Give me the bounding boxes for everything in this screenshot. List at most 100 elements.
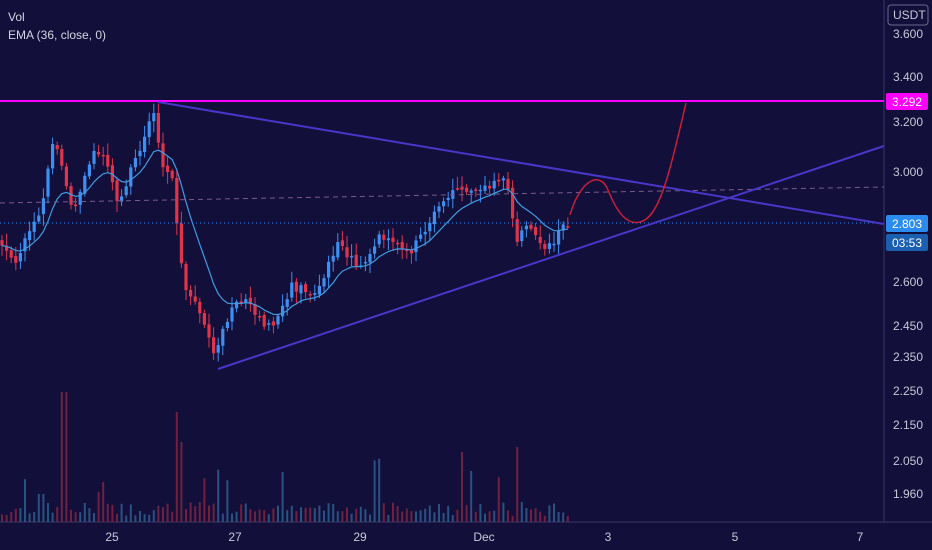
candle bbox=[405, 243, 409, 259]
volume-bar bbox=[520, 502, 523, 522]
volume-legend[interactable]: Vol bbox=[8, 10, 25, 24]
volume-bar bbox=[447, 505, 450, 522]
volume-bar bbox=[212, 503, 215, 522]
candle bbox=[166, 156, 170, 184]
volume-bar bbox=[566, 516, 569, 522]
candle bbox=[515, 211, 519, 247]
upper-trendline[interactable] bbox=[157, 101, 885, 225]
candle bbox=[354, 243, 358, 270]
volume-bar bbox=[106, 503, 109, 522]
candle bbox=[244, 294, 248, 310]
volume-bar bbox=[373, 460, 376, 522]
candle bbox=[69, 182, 73, 210]
y-tick-label: 3.200 bbox=[893, 115, 923, 129]
candle bbox=[391, 228, 395, 251]
candle bbox=[538, 225, 542, 250]
volume-bar bbox=[465, 505, 468, 522]
candle bbox=[285, 293, 289, 316]
candle bbox=[419, 227, 423, 242]
volume-bar bbox=[350, 513, 353, 522]
volume-bar bbox=[516, 447, 519, 522]
candle bbox=[230, 297, 234, 331]
volume-bar bbox=[327, 503, 330, 522]
dashed-reference-line[interactable] bbox=[0, 186, 885, 204]
volume-bar bbox=[332, 503, 335, 522]
candle bbox=[423, 222, 427, 246]
candle bbox=[483, 176, 487, 194]
candle bbox=[377, 230, 381, 248]
x-tick-label: 7 bbox=[857, 530, 864, 544]
volume-bar bbox=[5, 514, 8, 522]
x-tick-label: 27 bbox=[228, 530, 242, 544]
volume-bar bbox=[120, 503, 123, 522]
volume-bar bbox=[424, 508, 427, 522]
candle bbox=[451, 178, 455, 209]
candle bbox=[437, 201, 441, 218]
volume-bar bbox=[484, 513, 486, 522]
candle bbox=[51, 137, 55, 175]
volume-bar bbox=[249, 509, 252, 522]
y-tick-label: 3.000 bbox=[893, 165, 923, 179]
volume-bar bbox=[548, 505, 551, 522]
candle bbox=[101, 146, 105, 166]
level-price-label: 3.292 bbox=[892, 95, 922, 109]
candle bbox=[290, 271, 294, 302]
volume-bar bbox=[1, 514, 3, 522]
candle bbox=[520, 226, 524, 247]
volume-bar bbox=[240, 504, 243, 522]
candle bbox=[225, 318, 229, 332]
candle bbox=[313, 284, 317, 301]
volume-bar bbox=[180, 442, 183, 522]
volume-bar bbox=[267, 514, 270, 522]
ema-line[interactable] bbox=[1, 149, 568, 316]
volume-bar bbox=[378, 458, 381, 522]
volume-bar bbox=[355, 508, 358, 522]
volume-bar bbox=[369, 514, 371, 522]
volume-bar bbox=[456, 509, 459, 522]
candle bbox=[474, 187, 478, 197]
volume-bar bbox=[428, 505, 431, 522]
volume-bar bbox=[152, 510, 155, 522]
volume-bar bbox=[60, 392, 63, 522]
candle bbox=[345, 235, 349, 266]
candle bbox=[400, 235, 404, 260]
candle bbox=[37, 207, 41, 224]
candle bbox=[179, 211, 183, 268]
volume-bar bbox=[24, 479, 26, 522]
volume-bar bbox=[175, 412, 178, 522]
volume-bar bbox=[493, 510, 496, 522]
candle bbox=[460, 176, 464, 202]
volume-bar bbox=[37, 494, 40, 522]
ema-legend[interactable]: EMA (36, close, 0) bbox=[8, 28, 107, 42]
volume-bar bbox=[208, 505, 210, 522]
volume-bar bbox=[336, 511, 339, 522]
volume-bar bbox=[102, 482, 105, 522]
volume-bar bbox=[442, 512, 445, 522]
volume-bar bbox=[438, 503, 440, 522]
volume-bar bbox=[286, 510, 289, 522]
candle bbox=[317, 274, 321, 298]
volume-bar bbox=[10, 512, 13, 522]
volume-bar bbox=[74, 512, 77, 522]
countdown-tag bbox=[886, 234, 928, 251]
candle bbox=[534, 223, 538, 240]
candle bbox=[469, 188, 473, 203]
candle bbox=[0, 235, 4, 256]
candle bbox=[193, 285, 197, 305]
candle bbox=[465, 183, 469, 195]
last-price-tag bbox=[886, 215, 928, 232]
candle bbox=[294, 278, 298, 304]
lower-trendline[interactable] bbox=[217, 145, 885, 370]
volume-bar bbox=[157, 505, 160, 522]
candle bbox=[322, 274, 326, 294]
price-axis[interactable] bbox=[884, 0, 932, 550]
candle bbox=[543, 240, 547, 256]
volume-bar bbox=[217, 469, 220, 522]
candle bbox=[557, 219, 561, 256]
projection-curve[interactable] bbox=[569, 102, 687, 224]
volume-bar bbox=[79, 512, 82, 522]
currency-button[interactable] bbox=[887, 4, 929, 26]
volume-bar bbox=[497, 477, 500, 522]
candle bbox=[455, 176, 459, 191]
